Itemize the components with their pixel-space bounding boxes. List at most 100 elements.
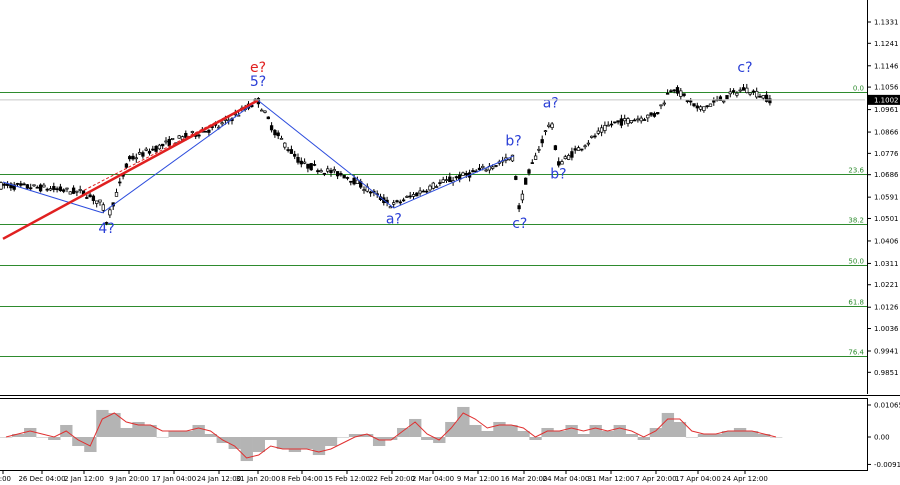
candle-body (735, 92, 739, 96)
candle-body (540, 139, 544, 144)
oscillator-bar (48, 437, 61, 441)
oscillator-bar (529, 437, 542, 441)
candle-body (471, 170, 475, 173)
current-price-label: 1.1002 (874, 96, 899, 104)
candle-body (395, 200, 399, 202)
candle-body (530, 162, 534, 164)
candle-body (5, 183, 10, 186)
candle-body (649, 112, 653, 116)
candle-body (464, 173, 468, 176)
candle-body (751, 90, 756, 93)
candle-body (12, 184, 16, 190)
candle-body (415, 192, 419, 197)
candle-body (461, 172, 465, 176)
oscillator-bar (757, 433, 771, 437)
candle-body (685, 100, 690, 102)
oscillator-bar (733, 427, 747, 437)
candle-body (639, 117, 643, 122)
candle-body (286, 149, 290, 151)
wave-label: e? (250, 60, 266, 76)
price-tick-label: 1.0866 (874, 129, 899, 137)
candle-body (398, 201, 402, 204)
candle-body (151, 148, 155, 151)
candle-body (745, 87, 749, 93)
price-chart-panel[interactable]: 0.0 23.6 38.2 50.0 61.8 76.4 e?5? 4? a? b? c? a? b?… (0, 60, 900, 357)
candle-body (32, 184, 36, 187)
oscillator-bar (156, 437, 169, 438)
candle-body (603, 125, 607, 131)
candle-body (514, 176, 518, 180)
wave-label: c? (737, 60, 752, 76)
candle-body (9, 183, 13, 189)
candle-body (266, 116, 270, 120)
oscillator-bar (709, 433, 723, 437)
oscillator-bar (108, 412, 121, 437)
candle-body (316, 170, 320, 173)
candle-body (642, 119, 647, 121)
candle-body (170, 137, 175, 140)
candle-body (599, 127, 604, 133)
candle-body (408, 195, 412, 198)
candle-body (48, 188, 53, 191)
candle-body (131, 155, 135, 160)
oscillator-panel[interactable] (0, 406, 783, 462)
candle-body (309, 163, 313, 171)
time-tick-label: 26 Dec 04:00 (18, 475, 65, 483)
price-tick-label: 1.0961 (874, 106, 899, 114)
candle-body (98, 199, 102, 203)
candle-body (537, 148, 541, 151)
price-tick-label: 1.0311 (874, 260, 899, 268)
oscillator-bar (276, 437, 290, 450)
candle-body (659, 104, 663, 107)
candle-body (738, 89, 742, 92)
oscillator-bar (673, 421, 687, 437)
candle-body (431, 182, 435, 189)
time-tick-label: 17 Apr 04:00 (675, 475, 721, 483)
trend-line-dashed (83, 99, 259, 191)
candle-body (698, 106, 703, 110)
candle-body (35, 186, 39, 189)
oscillator-bar (613, 424, 626, 437)
candle-body (441, 179, 445, 183)
candle-body (71, 187, 76, 194)
candle-body (428, 185, 432, 191)
candle-body (679, 90, 683, 97)
candle-body (108, 209, 112, 216)
candle-body (550, 123, 554, 128)
candle-body (362, 189, 366, 191)
candle-body (78, 189, 82, 191)
candle-body (306, 163, 310, 169)
oscillator-bar (288, 437, 302, 453)
candle-body (29, 187, 33, 190)
candle-body (438, 182, 442, 184)
candle-body (580, 148, 584, 151)
candle-body (52, 186, 56, 190)
candle-body (299, 160, 303, 165)
price-tick-label: 1.1331 (874, 19, 899, 27)
candle-body (177, 135, 181, 139)
time-tick-label: 7 Apr 20:00 (635, 475, 676, 483)
candle-body (319, 170, 323, 173)
oscillator-tick-label: -0.00913 (874, 461, 900, 469)
candle-body (623, 118, 627, 122)
candle-body (606, 124, 610, 127)
candle-body (141, 152, 145, 157)
price-axis[interactable]: 1.1331 1.1241 1.1146 1.1056 1.0961 1.0866 1.07… (867, 19, 899, 377)
oscillator-bar (409, 418, 422, 437)
oscillator-axis[interactable]: 0.01065 0.00 -0.00913 (867, 402, 900, 469)
oscillator-bar (12, 433, 25, 437)
wave-label: 4? (98, 221, 114, 237)
candle-body (45, 188, 49, 191)
candle-body (345, 177, 350, 179)
price-tick-label: 1.1146 (874, 62, 899, 70)
candle-body (695, 105, 699, 109)
oscillator-bar (505, 424, 518, 437)
oscillator-bar (469, 424, 482, 437)
oscillator-bar (348, 433, 362, 437)
candle-body (524, 177, 528, 185)
candle-body (718, 96, 723, 101)
candle-body (355, 179, 360, 184)
candle-body (448, 176, 452, 183)
